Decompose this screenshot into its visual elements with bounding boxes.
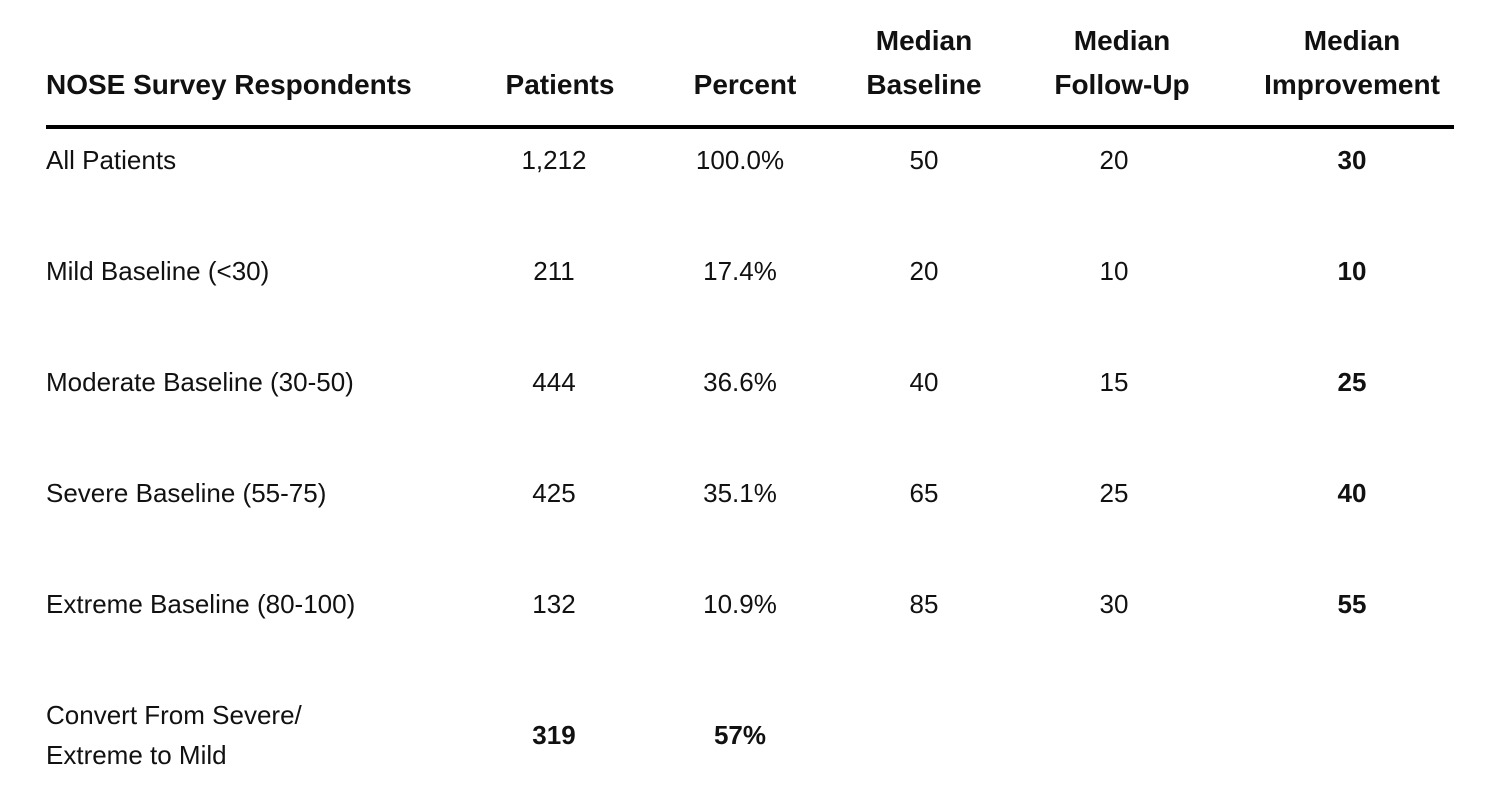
header-median-followup: Median Follow-Up (1054, 25, 1190, 100)
row-percent: 35.1% (703, 478, 777, 508)
row-median-followup: 10 (1099, 256, 1129, 286)
table-row: Mild Baseline (<30) 211 17.4% 20 10 10 (46, 251, 1454, 291)
header-median-improvement: Median Improvement (1264, 25, 1440, 100)
conversion-label: Convert From Severe/ Extreme to Mild (46, 700, 302, 770)
row-median-baseline: 65 (909, 478, 939, 508)
conversion-patients: 319 (532, 720, 576, 750)
row-label: Severe Baseline (55-75) (46, 478, 327, 508)
row-median-baseline: 85 (909, 589, 939, 619)
header-percent: Percent (693, 69, 797, 100)
row-median-improvement: 25 (1337, 367, 1367, 397)
table-row: Extreme Baseline (80-100) 132 10.9% 85 3… (46, 584, 1454, 624)
row-median-improvement: 55 (1337, 589, 1367, 619)
row-label: All Patients (46, 145, 177, 175)
row-patients: 444 (532, 367, 576, 397)
row-median-baseline: 20 (909, 256, 939, 286)
row-median-baseline: 50 (909, 145, 939, 175)
row-patients: 132 (532, 589, 576, 619)
conversion-percent: 57% (713, 720, 767, 750)
header-median-baseline: Median Baseline (866, 25, 982, 100)
table-row-conversion: Convert From Severe/ Extreme to Mild 319… (46, 695, 1454, 775)
row-label: Extreme Baseline (80-100) (46, 589, 356, 619)
row-patients: 1,212 (521, 145, 587, 175)
row-patients: 211 (533, 256, 575, 286)
row-median-improvement: 40 (1337, 478, 1367, 508)
row-median-followup: 20 (1099, 145, 1129, 175)
row-median-followup: 25 (1099, 478, 1129, 508)
table-row: Severe Baseline (55-75) 425 35.1% 65 25 … (46, 473, 1454, 513)
row-median-improvement: 10 (1337, 256, 1367, 286)
row-percent: 10.9% (703, 589, 777, 619)
row-median-followup: 30 (1099, 589, 1129, 619)
table-header-row: NOSE Survey Respondents Patients Percent… (46, 0, 1454, 129)
table-row: Moderate Baseline (30-50) 444 36.6% 40 1… (46, 362, 1454, 402)
row-median-baseline: 40 (909, 367, 939, 397)
header-respondents: NOSE Survey Respondents (46, 69, 412, 100)
nose-survey-table: NOSE Survey Respondents Patients Percent… (46, 0, 1454, 770)
row-median-followup: 15 (1099, 367, 1129, 397)
row-percent: 100.0% (695, 145, 785, 175)
row-percent: 17.4% (703, 256, 777, 286)
row-patients: 425 (532, 478, 576, 508)
row-percent: 36.6% (703, 367, 777, 397)
row-label: Mild Baseline (<30) (46, 256, 270, 286)
header-patients: Patients (505, 69, 615, 100)
row-median-improvement: 30 (1337, 145, 1367, 175)
row-label: Moderate Baseline (30-50) (46, 367, 354, 397)
table-row: All Patients 1,212 100.0% 50 20 30 (46, 140, 1454, 180)
